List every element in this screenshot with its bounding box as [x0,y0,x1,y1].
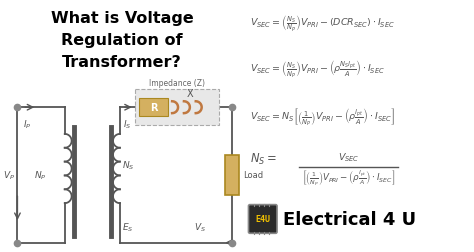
Text: $V_P$: $V_P$ [3,169,16,181]
Text: What is Voltage: What is Voltage [51,11,193,26]
Text: $\left[\left(\frac{1}{N_P}\right)V_{PRI} - \left(\rho\frac{l_{pt}}{A}\right) \cd: $\left[\left(\frac{1}{N_P}\right)V_{PRI}… [302,168,395,187]
Text: Load: Load [243,171,263,180]
Text: Transformer?: Transformer? [62,55,182,70]
Text: $I_S$: $I_S$ [123,118,131,130]
Text: $E_S$: $E_S$ [122,221,133,233]
Text: R: R [150,103,157,113]
Text: E4U: E4U [255,215,270,224]
FancyBboxPatch shape [248,205,277,233]
Text: $N_S$: $N_S$ [122,159,135,172]
Text: Electrical 4 U: Electrical 4 U [283,210,417,228]
Text: $V_{SEC} = N_S\left[\left(\frac{1}{N_P}\right)V_{PRI} - \left(\rho\frac{l_{pt}}{: $V_{SEC} = N_S\left[\left(\frac{1}{N_P}\… [250,107,395,128]
Text: Impedance (Z): Impedance (Z) [149,79,205,88]
Text: $N_P$: $N_P$ [35,169,47,181]
Text: $V_{SEC} = \left(\frac{N_S}{N_P}\right)V_{PRI} - (DCR_{SEC}) \cdot I_{SEC}$: $V_{SEC} = \left(\frac{N_S}{N_P}\right)V… [250,13,395,33]
Text: $V_{SEC} = \left(\frac{N_S}{N_P}\right)V_{PRI} - \left(\rho\frac{N_S l_{pt}}{A}\: $V_{SEC} = \left(\frac{N_S}{N_P}\right)V… [250,58,385,79]
Text: X: X [187,89,193,99]
Text: $V_{SEC}$: $V_{SEC}$ [337,151,359,164]
Bar [135,90,219,125]
Text: $V_S$: $V_S$ [193,221,206,233]
Text: Regulation of: Regulation of [61,33,182,48]
Text: $N_S =$: $N_S =$ [250,151,277,166]
Text: $I_P$: $I_P$ [23,118,32,130]
Bar [138,99,168,117]
Bar [225,155,239,195]
